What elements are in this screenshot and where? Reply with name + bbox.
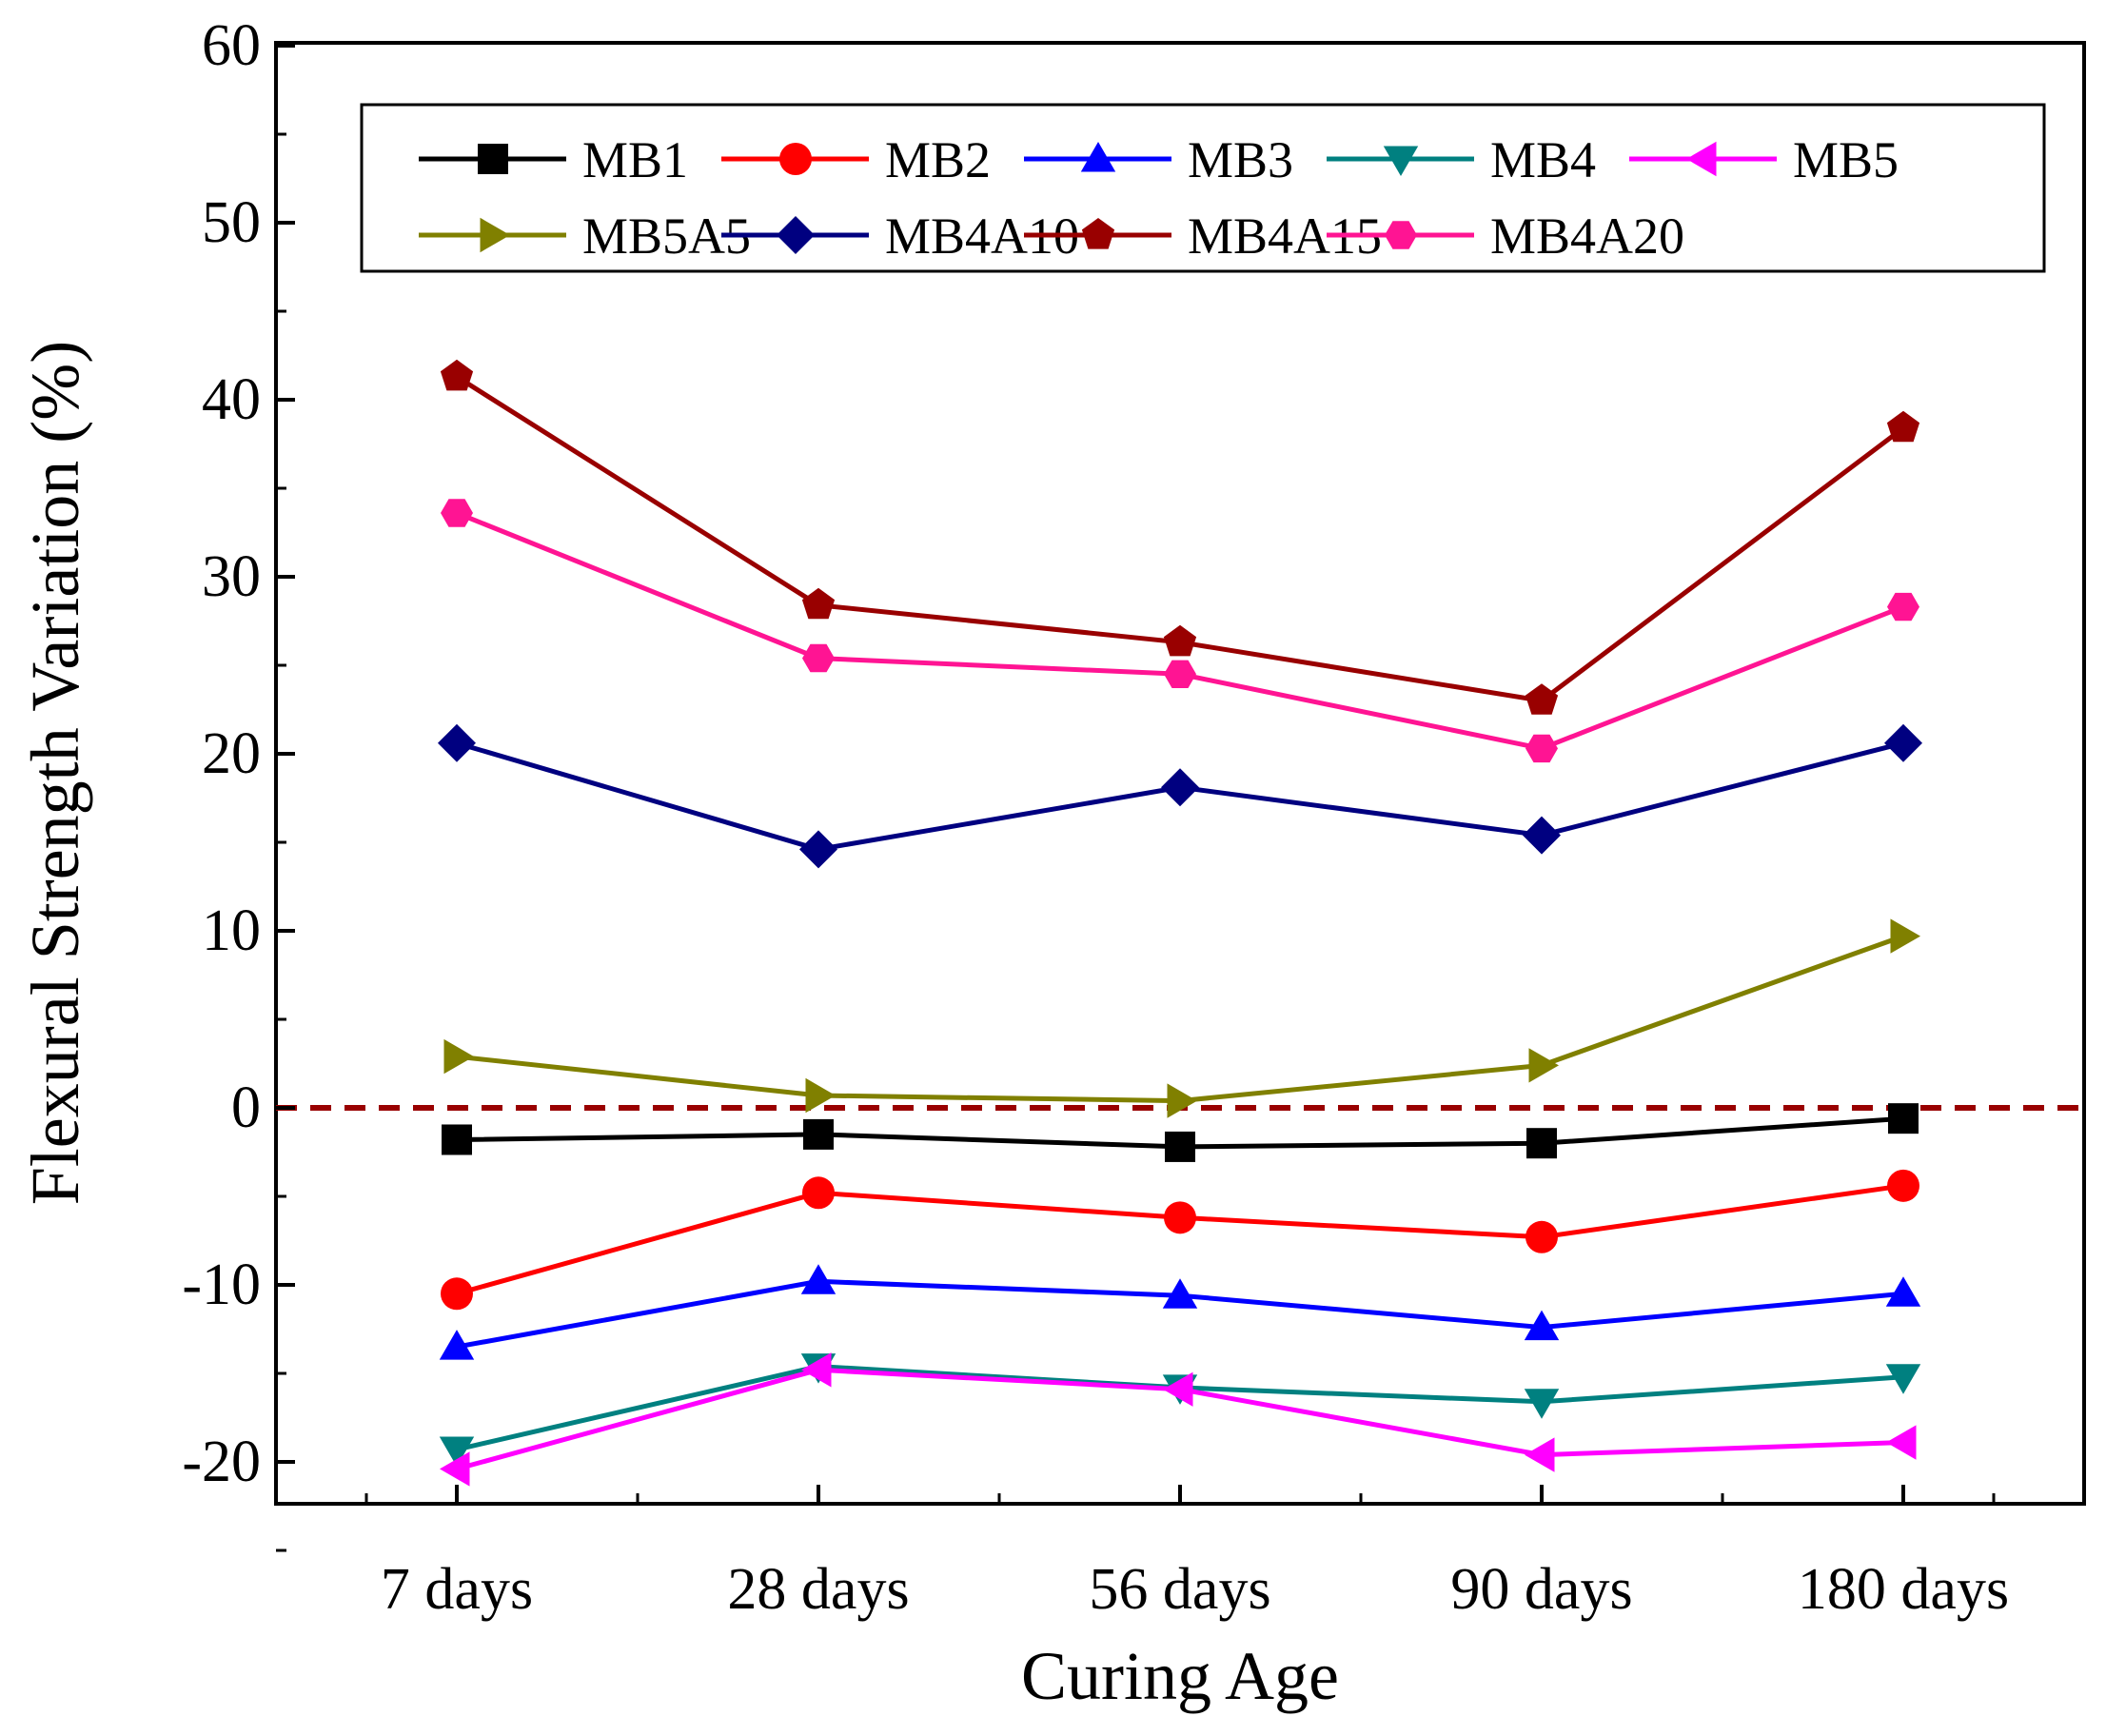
data-point-mb4a15 bbox=[440, 359, 474, 391]
legend-marker-mb5 bbox=[1686, 141, 1717, 177]
series-mb2 bbox=[441, 1169, 1919, 1311]
x-tick-label: 7 days bbox=[381, 1557, 533, 1622]
axis-ticks: -20 -10 0 10 20 30 40 50 60 7 days 28 days 56 days 9… bbox=[182, 13, 2009, 1622]
data-point-mb2 bbox=[802, 1176, 835, 1210]
data-point-mb4a10 bbox=[1161, 768, 1199, 807]
legend-label-mb3: MB3 bbox=[1188, 131, 1293, 188]
y-tick-label: -10 bbox=[182, 1253, 261, 1317]
y-tick-label: 30 bbox=[202, 544, 261, 609]
legend-marker-mb4 bbox=[1383, 146, 1419, 176]
series-mb5a5 bbox=[443, 918, 1920, 1118]
y-tick-label: 60 bbox=[202, 13, 261, 78]
legend-item-mb2: MB2 bbox=[721, 131, 991, 188]
data-point-mb5a5 bbox=[1890, 918, 1920, 954]
series-mb5 bbox=[440, 1352, 1917, 1487]
data-point-mb4a20 bbox=[802, 643, 835, 673]
x-axis-title: Curing Age bbox=[1021, 1638, 1339, 1714]
data-point-mb4 bbox=[1524, 1389, 1560, 1419]
data-point-mb4a10 bbox=[438, 723, 476, 762]
legend-marker-mb5a5 bbox=[480, 217, 510, 253]
legend-marker-mb3 bbox=[1080, 142, 1116, 172]
data-point-mb4a10 bbox=[1523, 816, 1561, 855]
data-point-mb5 bbox=[440, 1451, 470, 1487]
legend-marker-mb1 bbox=[478, 144, 508, 174]
data-point-mb1 bbox=[803, 1118, 834, 1150]
data-point-mb2 bbox=[441, 1277, 473, 1311]
legend-label-mb4: MB4 bbox=[1490, 131, 1596, 188]
data-point-mb4 bbox=[439, 1436, 475, 1467]
y-tick-label: -20 bbox=[182, 1430, 261, 1494]
data-point-mb2 bbox=[1887, 1169, 1919, 1202]
y-tick-label: 20 bbox=[202, 721, 261, 786]
legend-label-mb1: MB1 bbox=[582, 131, 688, 188]
data-point-mb4a15 bbox=[1163, 624, 1197, 657]
legend-marker-mb4a15 bbox=[1081, 218, 1115, 249]
data-point-mb5 bbox=[1163, 1371, 1193, 1407]
data-point-mb4a20 bbox=[441, 499, 473, 527]
data-point-mb1 bbox=[1165, 1131, 1195, 1162]
y-tick-label: 10 bbox=[202, 898, 261, 963]
data-point-mb5 bbox=[801, 1352, 832, 1388]
series-mb4a20 bbox=[441, 499, 1919, 763]
data-point-mb3 bbox=[1885, 1276, 1921, 1307]
y-tick-label: 40 bbox=[202, 367, 261, 432]
legend-item-mb5: MB5 bbox=[1629, 131, 1899, 188]
data-point-mb4a10 bbox=[1884, 723, 1922, 762]
data-point-mb4a10 bbox=[799, 830, 837, 869]
legend-item-mb3: MB3 bbox=[1024, 131, 1293, 188]
x-tick-label: 28 days bbox=[727, 1557, 909, 1622]
data-point-mb4a20 bbox=[1164, 660, 1196, 688]
data-point-mb4a15 bbox=[801, 587, 836, 620]
legend-label-mb4a20: MB4A20 bbox=[1490, 207, 1684, 265]
data-point-mb2 bbox=[1525, 1220, 1558, 1253]
legend-item-mb4a20: MB4A20 bbox=[1327, 207, 1684, 265]
legend-label-mb2: MB2 bbox=[885, 131, 991, 188]
data-point-mb3 bbox=[1524, 1310, 1560, 1341]
data-point-mb5 bbox=[1525, 1437, 1555, 1472]
x-tick-label: 180 days bbox=[1798, 1557, 2009, 1622]
series-mb4a15 bbox=[440, 359, 1920, 715]
x-tick-label: 56 days bbox=[1089, 1557, 1270, 1622]
x-tick-label: 90 days bbox=[1450, 1557, 1632, 1622]
series-mb1 bbox=[442, 1103, 1919, 1162]
series-mb4a10 bbox=[438, 723, 1922, 869]
data-point-mb5a5 bbox=[1167, 1083, 1197, 1118]
series-mb3 bbox=[439, 1264, 1921, 1360]
data-point-mb1 bbox=[1526, 1128, 1557, 1159]
data-point-mb4a15 bbox=[1886, 410, 1920, 443]
legend-marker-mb4a20 bbox=[1385, 221, 1417, 249]
legend-item-mb4: MB4 bbox=[1327, 131, 1596, 188]
data-point-mb5a5 bbox=[805, 1077, 836, 1114]
data-point-mb4a15 bbox=[1525, 683, 1559, 715]
series-layer bbox=[438, 359, 1922, 1487]
data-point-mb4 bbox=[1885, 1364, 1921, 1394]
data-point-mb4a20 bbox=[1887, 592, 1919, 621]
legend-label-mb5: MB5 bbox=[1793, 131, 1899, 188]
data-point-mb3 bbox=[1162, 1278, 1198, 1309]
data-point-mb5a5 bbox=[443, 1038, 474, 1075]
data-point-mb5 bbox=[1886, 1425, 1917, 1460]
y-tick-label: 50 bbox=[202, 190, 261, 255]
legend-marker-mb2 bbox=[779, 143, 812, 175]
data-point-mb1 bbox=[442, 1124, 472, 1155]
data-point-mb5a5 bbox=[1528, 1048, 1559, 1083]
data-point-mb1 bbox=[1888, 1103, 1919, 1134]
y-axis-title: Flexural Strength Variation (%) bbox=[17, 341, 93, 1205]
data-point-mb2 bbox=[1164, 1201, 1196, 1234]
y-tick-label: 0 bbox=[231, 1075, 261, 1140]
data-point-mb3 bbox=[439, 1330, 475, 1360]
legend-item-mb1: MB1 bbox=[419, 131, 688, 188]
data-point-mb4a20 bbox=[1525, 734, 1558, 763]
legend-marker-mb4a10 bbox=[777, 216, 815, 254]
legend-item-mb4a15: MB4A15 bbox=[1024, 207, 1382, 265]
data-point-mb3 bbox=[800, 1264, 836, 1294]
legend-box bbox=[360, 103, 2046, 273]
